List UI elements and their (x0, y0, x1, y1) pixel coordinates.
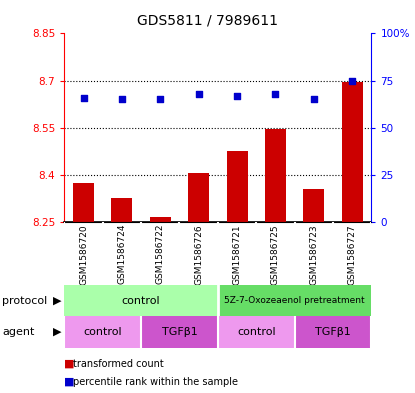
Bar (188, 173, 209, 222)
Text: ■: ■ (64, 358, 75, 369)
Bar (342, 82, 363, 222)
Point (157, 96, 164, 103)
Point (272, 91, 279, 97)
Text: GDS5811 / 7989611: GDS5811 / 7989611 (137, 14, 278, 28)
Bar (303, 189, 325, 222)
Point (195, 91, 202, 97)
Text: TGFβ1: TGFβ1 (315, 327, 351, 337)
Text: ■: ■ (64, 377, 75, 387)
Text: control: control (83, 327, 122, 337)
Text: GSM1586726: GSM1586726 (194, 224, 203, 285)
Bar (218, 316, 295, 348)
Text: protocol: protocol (2, 296, 47, 306)
Text: GSM1586725: GSM1586725 (271, 224, 280, 285)
Bar (64, 285, 218, 316)
Text: TGFβ1: TGFβ1 (161, 327, 198, 337)
Text: GSM1586722: GSM1586722 (156, 224, 165, 285)
Bar (64, 316, 141, 348)
Bar (218, 285, 371, 316)
Text: GSM1586724: GSM1586724 (117, 224, 127, 285)
Text: control: control (237, 327, 276, 337)
Bar (141, 316, 218, 348)
Bar (111, 198, 132, 222)
Point (310, 96, 317, 103)
Bar (73, 183, 94, 222)
Text: transformed count: transformed count (73, 358, 164, 369)
Text: control: control (122, 296, 161, 306)
Text: GSM1586723: GSM1586723 (309, 224, 318, 285)
Text: GSM1586721: GSM1586721 (232, 224, 242, 285)
Text: GSM1586720: GSM1586720 (79, 224, 88, 285)
Text: ▶: ▶ (53, 296, 61, 306)
Text: agent: agent (2, 327, 34, 337)
Point (349, 77, 356, 84)
Bar (227, 151, 248, 222)
Text: ▶: ▶ (53, 327, 61, 337)
Point (234, 92, 240, 99)
Text: GSM1586727: GSM1586727 (348, 224, 357, 285)
Bar (150, 217, 171, 222)
Bar (295, 316, 371, 348)
Point (80, 94, 87, 101)
Text: 5Z-7-Oxozeaenol pretreatment: 5Z-7-Oxozeaenol pretreatment (225, 296, 365, 305)
Point (119, 96, 125, 103)
Bar (265, 129, 286, 222)
Text: percentile rank within the sample: percentile rank within the sample (73, 377, 238, 387)
